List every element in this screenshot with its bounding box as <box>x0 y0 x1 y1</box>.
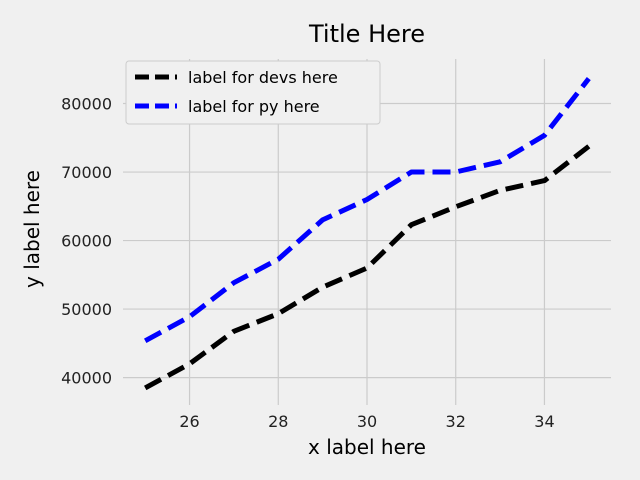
x-axis-ticks: 26 28 30 32 34 <box>179 412 554 431</box>
x-tick-label: 30 <box>357 412 377 431</box>
legend-entry-label: label for devs here <box>188 68 338 87</box>
y-tick-label: 70000 <box>61 163 112 182</box>
x-tick-label: 34 <box>534 412 554 431</box>
x-tick-label: 28 <box>268 412 288 431</box>
series-line-1 <box>144 144 591 391</box>
y-axis-label: y label here <box>20 170 44 288</box>
x-tick-label: 32 <box>446 412 466 431</box>
series-lines <box>144 77 591 391</box>
y-tick-label: 60000 <box>61 232 112 251</box>
y-tick-label: 40000 <box>61 369 112 388</box>
legend: label for devs here label for py here <box>125 60 381 125</box>
series-line-2 <box>144 77 591 343</box>
y-axis-ticks: 40000 50000 60000 70000 80000 <box>61 95 112 388</box>
legend-items: label for devs here label for py here <box>135 68 338 116</box>
legend-entry-label: label for py here <box>188 97 320 116</box>
y-tick-label: 80000 <box>61 95 112 114</box>
x-axis-label: x label here <box>308 435 426 459</box>
y-tick-label: 50000 <box>61 300 112 319</box>
chart-title: Title Here <box>308 20 425 48</box>
legend-box <box>125 60 381 125</box>
x-tick-label: 26 <box>179 412 199 431</box>
